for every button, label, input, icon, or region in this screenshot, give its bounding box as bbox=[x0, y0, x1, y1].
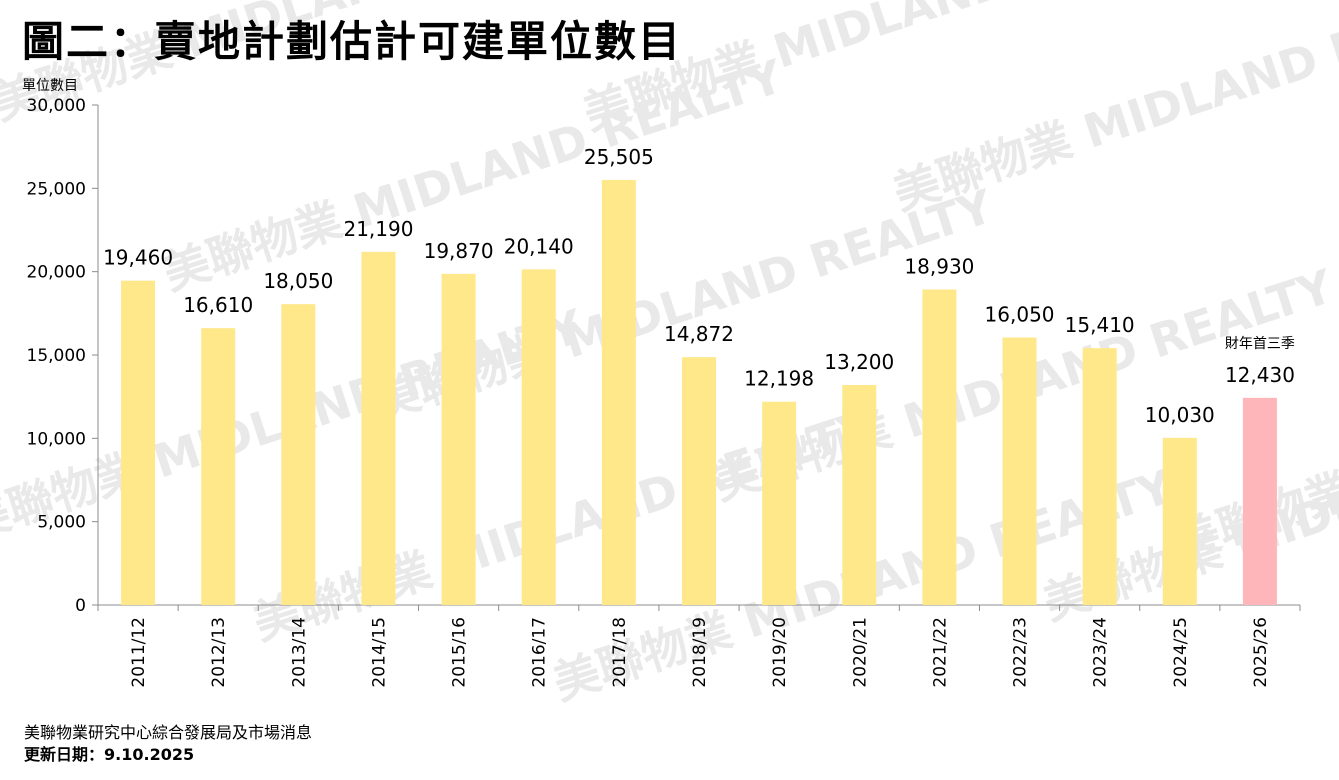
y-tick-label: 15,000 bbox=[27, 346, 86, 366]
bar bbox=[441, 273, 476, 605]
bar bbox=[121, 280, 156, 605]
x-tick-label: 2017/18 bbox=[610, 617, 630, 688]
data-label: 19,460 bbox=[103, 246, 173, 270]
bar bbox=[1002, 337, 1037, 605]
bar bbox=[201, 328, 236, 605]
bar bbox=[281, 304, 316, 605]
y-tick-label: 10,000 bbox=[27, 429, 86, 449]
y-tick-label: 5,000 bbox=[37, 513, 86, 533]
update-label: 更新日期： bbox=[24, 745, 105, 764]
bar bbox=[682, 357, 716, 605]
y-tick-label: 25,000 bbox=[27, 179, 86, 199]
footer: 美聯物業研究中心綜合發展局及市場消息 更新日期：9.10.2025 bbox=[24, 722, 312, 766]
x-tick-label: 2025/26 bbox=[1251, 617, 1271, 688]
bar bbox=[1082, 348, 1117, 605]
data-label: 12,198 bbox=[744, 367, 814, 391]
page-title: 圖二：賣地計劃估計可建單位數目 bbox=[22, 17, 683, 66]
x-tick-label: 2011/12 bbox=[129, 617, 149, 688]
x-tick-label: 2014/15 bbox=[369, 617, 389, 688]
data-label: 10,030 bbox=[1145, 403, 1215, 427]
data-label: 14,872 bbox=[664, 322, 734, 346]
data-label: 16,610 bbox=[183, 293, 253, 317]
update-date-line: 更新日期：9.10.2025 bbox=[24, 744, 312, 766]
y-tick-label: 30,000 bbox=[27, 96, 86, 116]
bar bbox=[762, 401, 797, 605]
x-tick-label: 2022/23 bbox=[1011, 617, 1031, 688]
bar bbox=[361, 251, 396, 606]
data-label: 25,505 bbox=[584, 145, 654, 169]
x-tick-label: 2016/17 bbox=[530, 617, 550, 688]
annotation: 財年首三季 bbox=[1225, 336, 1295, 352]
y-axis-label: 單位數目 bbox=[22, 78, 78, 94]
data-label: 19,870 bbox=[424, 239, 494, 263]
bar bbox=[521, 269, 556, 605]
x-tick-label: 2023/24 bbox=[1091, 617, 1111, 688]
data-label: 20,140 bbox=[504, 234, 574, 258]
x-tick-label: 2020/21 bbox=[850, 617, 870, 688]
y-tick-label: 0 bbox=[75, 596, 86, 616]
data-label: 15,410 bbox=[1065, 313, 1135, 337]
x-tick-label: 2012/13 bbox=[209, 617, 229, 688]
x-tick-label: 2019/20 bbox=[770, 617, 790, 688]
data-label: 21,190 bbox=[343, 217, 413, 241]
data-label: 18,050 bbox=[263, 269, 333, 293]
x-tick-label: 2013/14 bbox=[289, 617, 309, 688]
bar bbox=[1242, 397, 1277, 605]
y-tick-label: 20,000 bbox=[27, 263, 86, 283]
bar bbox=[1162, 437, 1197, 605]
x-tick-label: 2021/22 bbox=[930, 617, 950, 688]
data-label: 18,930 bbox=[904, 255, 974, 279]
x-tick-label: 2015/16 bbox=[450, 617, 470, 688]
x-tick-label: 2018/19 bbox=[690, 617, 710, 688]
bar bbox=[601, 179, 636, 605]
bar bbox=[842, 385, 877, 605]
update-date: 9.10.2025 bbox=[104, 745, 195, 764]
data-label: 12,430 bbox=[1225, 363, 1295, 387]
data-label: 13,200 bbox=[824, 350, 894, 374]
x-tick-label: 2024/25 bbox=[1171, 617, 1191, 688]
data-label: 16,050 bbox=[985, 303, 1055, 327]
source-note: 美聯物業研究中心綜合發展局及市場消息 bbox=[24, 723, 313, 742]
watermark-text: 美聯物業 MIDLAND REALTY bbox=[887, 0, 1339, 220]
bar bbox=[922, 289, 957, 605]
